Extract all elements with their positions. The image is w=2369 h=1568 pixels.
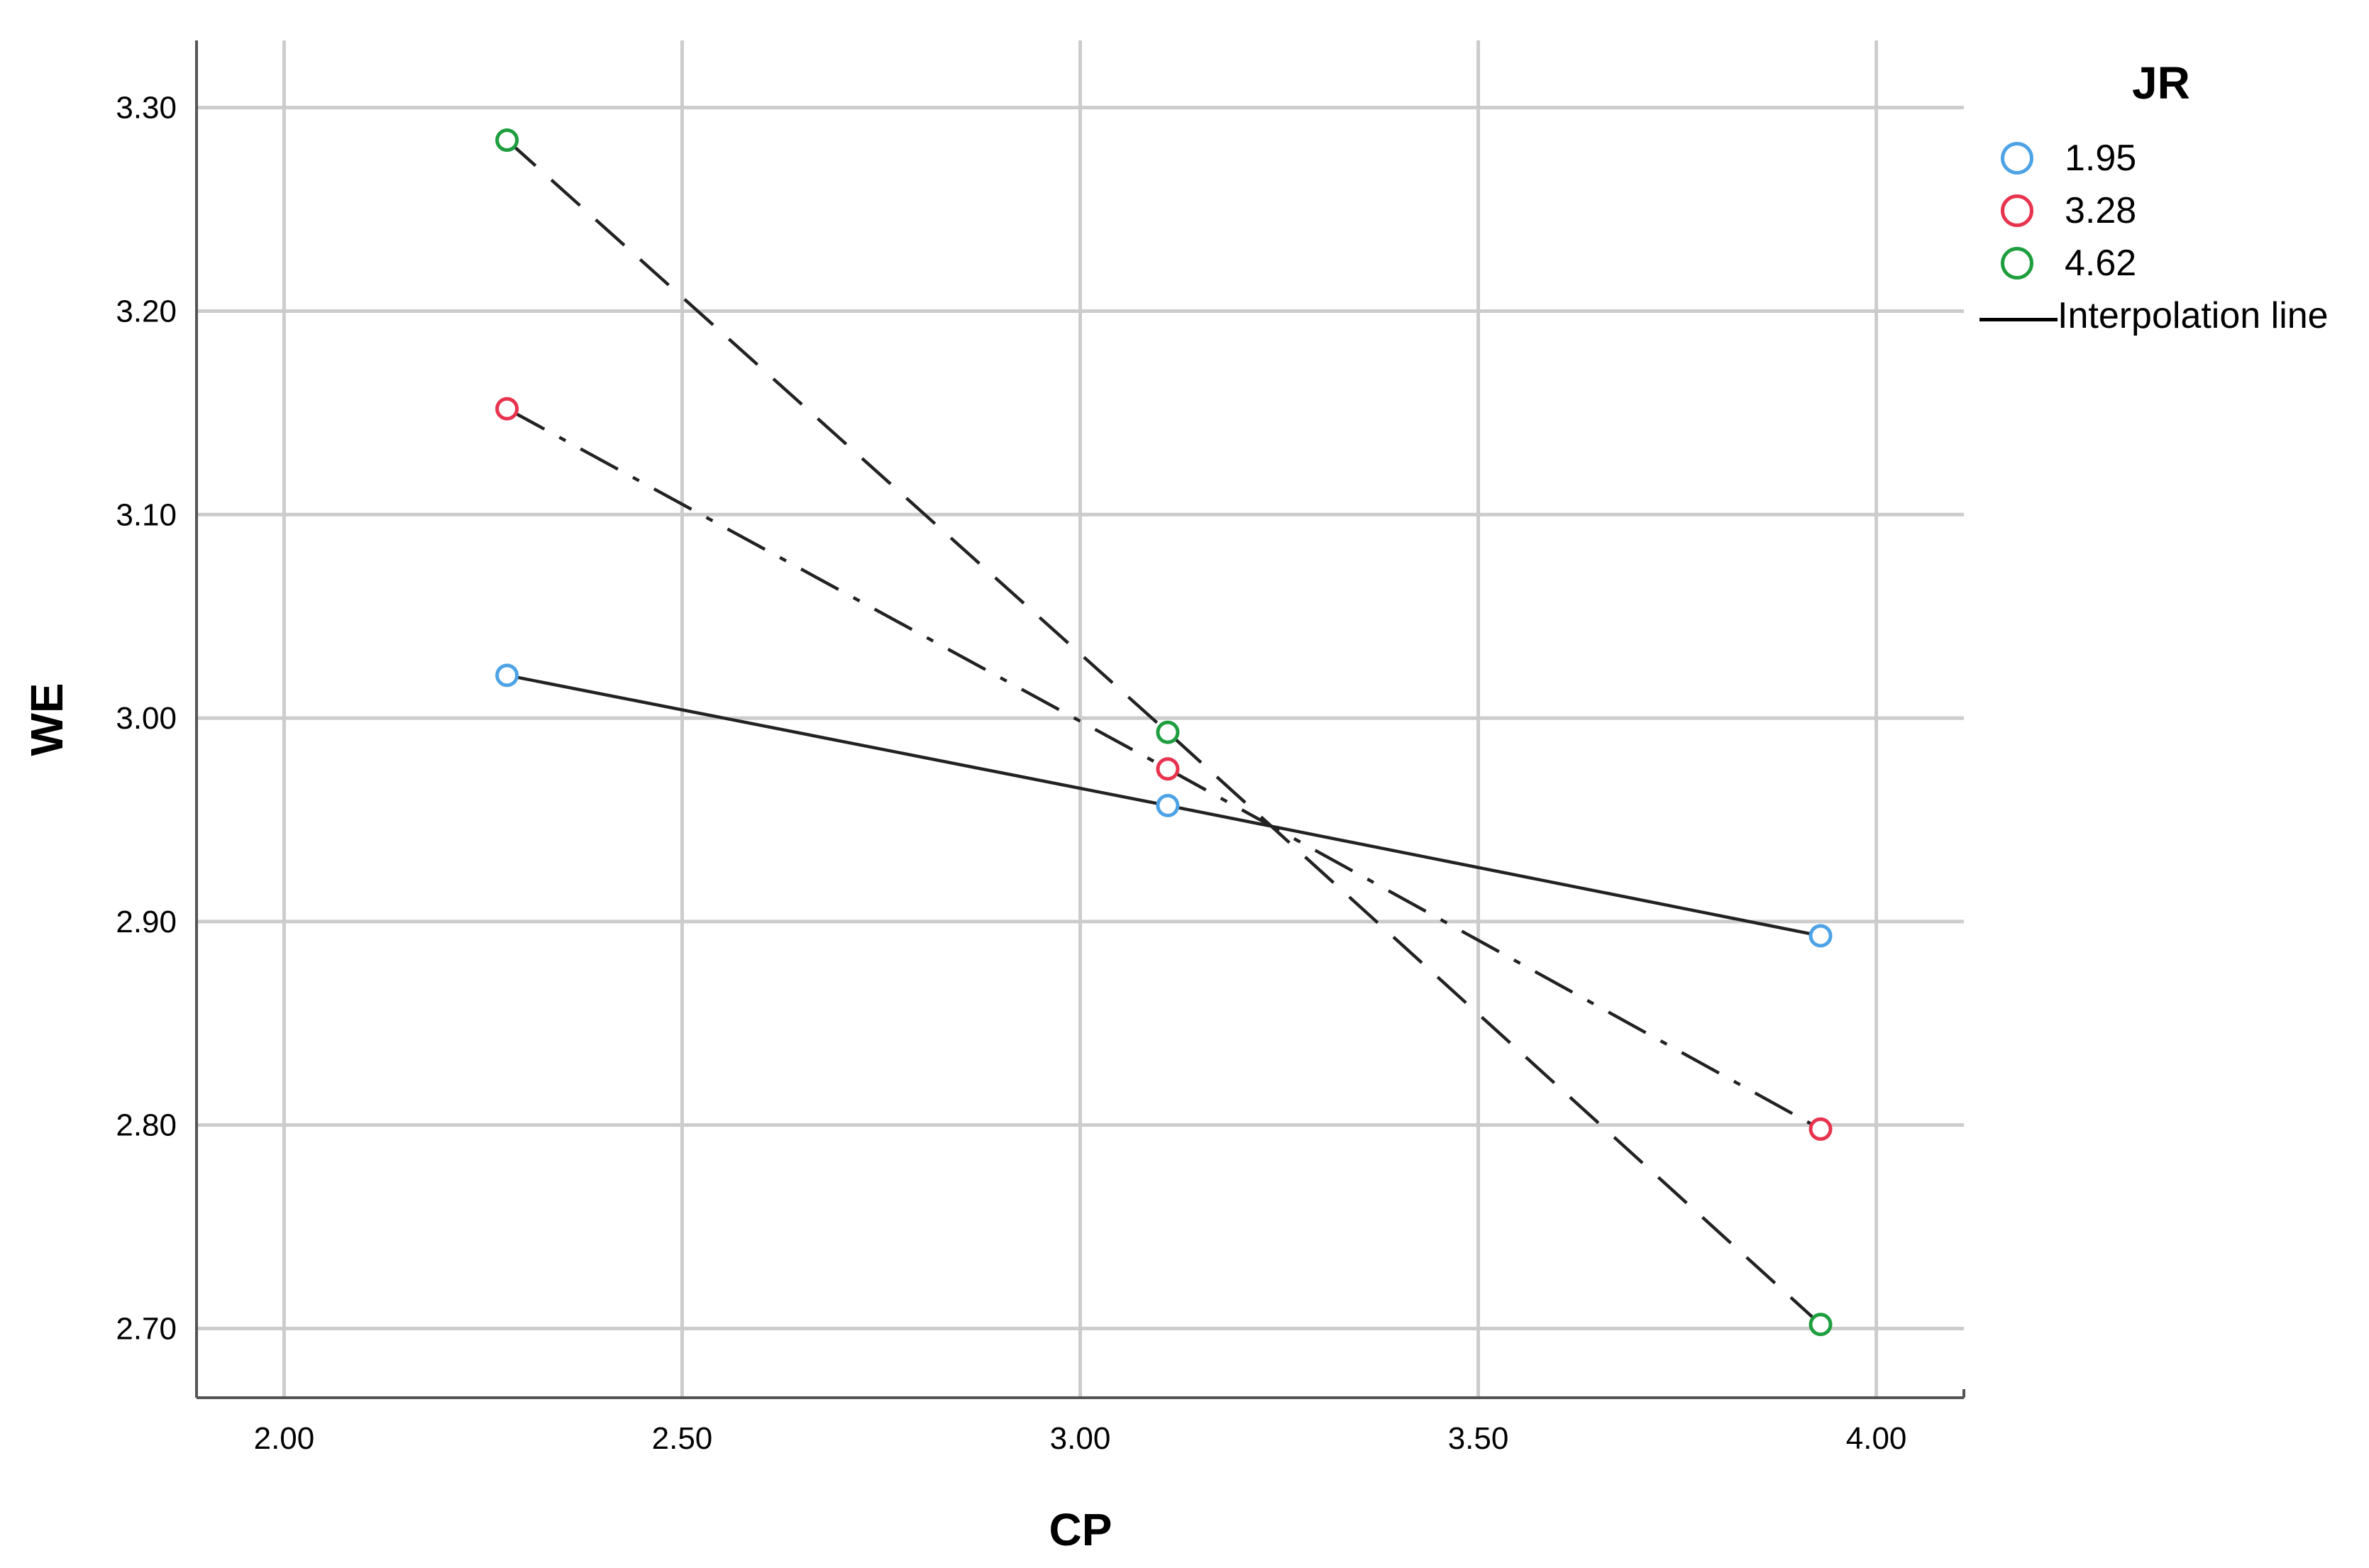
- axes: [195, 40, 1965, 1399]
- legend-item-1-95: 1.95: [1987, 136, 2356, 186]
- data-point-4-62: [495, 128, 519, 153]
- x-tick-label: 4.00: [1846, 1421, 1907, 1456]
- y-tick-label: 3.30: [116, 91, 177, 126]
- legend-item-4-62: 4.62: [1987, 241, 2356, 291]
- tick-labels: 2.00 2.50 3.00 3.50 4.00 2.70 2.80 2.90 3.00 3.10…: [116, 91, 1906, 1456]
- y-tick-label: 3.10: [116, 497, 177, 532]
- y-tick-label: 2.90: [116, 905, 177, 939]
- data-point-4-62: [1808, 1313, 1833, 1337]
- y-axis-label: WE: [21, 683, 72, 756]
- data-point-3-28: [495, 397, 519, 421]
- legend-item-interpolation: Interpolation line: [1979, 294, 2348, 343]
- y-tick-label: 2.70: [116, 1311, 177, 1346]
- x-tick-label: 3.00: [1050, 1421, 1111, 1456]
- y-tick-label: 3.00: [116, 701, 177, 736]
- y-tick-label: 2.80: [116, 1108, 177, 1143]
- x-tick-label: 2.00: [254, 1421, 315, 1456]
- legend-item-3-28: 3.28: [1987, 189, 2356, 238]
- line-swatch-icon: [1979, 318, 2058, 321]
- legend: JR 1.95 3.28 4.62 Interpolation line: [1965, 57, 2363, 355]
- legend-label: 3.28: [2065, 190, 2137, 231]
- legend-label: Interpolation line: [2058, 295, 2329, 336]
- data-point-4-62: [1156, 720, 1180, 744]
- data-point-3-28: [1808, 1117, 1833, 1141]
- gridlines: [197, 40, 1964, 1398]
- data-point-1-95: [1808, 924, 1833, 948]
- circle-marker-icon: [2001, 194, 2033, 227]
- x-tick-label: 2.50: [652, 1421, 713, 1456]
- legend-label: 4.62: [2065, 243, 2137, 284]
- y-tick-label: 3.20: [116, 294, 177, 328]
- data-point-3-28: [1156, 757, 1180, 781]
- data-point-1-95: [495, 663, 519, 688]
- x-tick-label: 3.50: [1448, 1421, 1509, 1456]
- data-point-1-95: [1156, 793, 1180, 817]
- circle-marker-icon: [2001, 142, 2033, 175]
- data-points: [495, 128, 1833, 1337]
- legend-title: JR: [2132, 57, 2190, 109]
- circle-marker-icon: [2001, 247, 2033, 280]
- legend-label: 1.95: [2065, 138, 2137, 179]
- x-axis-label: CP: [1049, 1504, 1112, 1555]
